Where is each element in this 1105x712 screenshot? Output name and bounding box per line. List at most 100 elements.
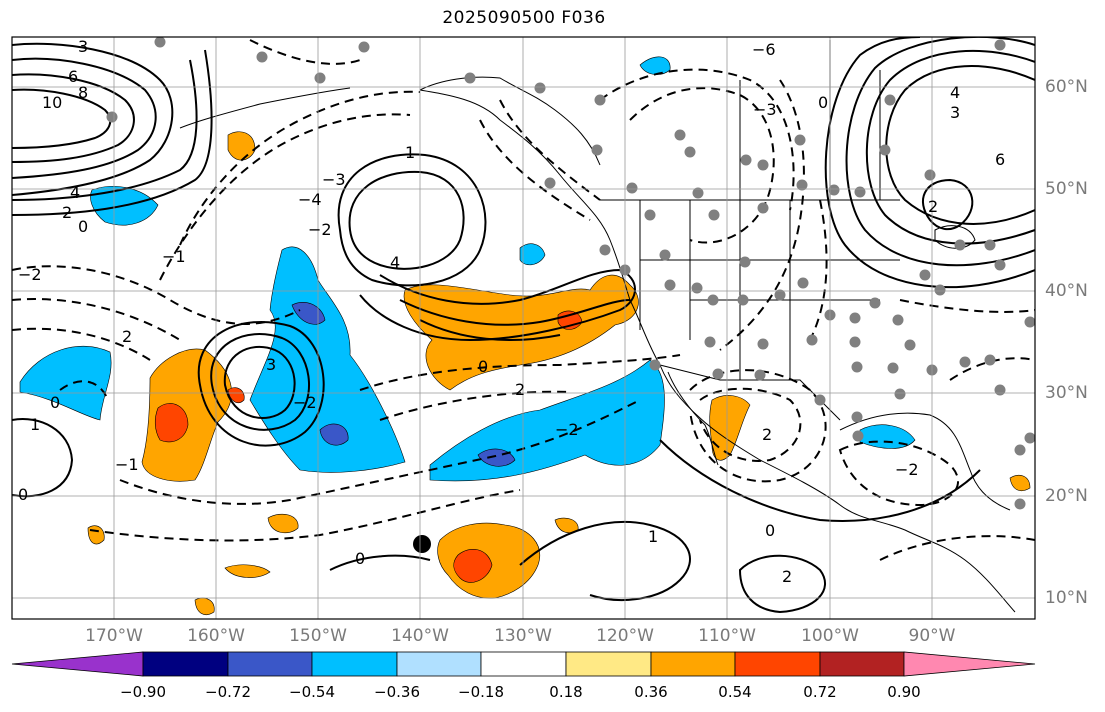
contour-ne-5 — [921, 178, 974, 231]
dashed-15 — [719, 79, 805, 351]
contour-south-3 — [659, 439, 981, 522]
colorbar-segment-5 — [480, 651, 567, 677]
darkblue-3 — [319, 423, 349, 446]
map-frame — [11, 36, 1036, 620]
dot — [796, 179, 808, 191]
colorbar-tick: −0.54 — [289, 683, 335, 701]
contour-label: 6 — [995, 150, 1005, 169]
dot — [626, 182, 638, 194]
dot — [1014, 498, 1026, 510]
dot — [852, 430, 864, 442]
dot — [851, 411, 863, 423]
contour-label: 4 — [950, 83, 960, 102]
dot — [959, 356, 971, 368]
lon-label-170: 170°W — [85, 626, 143, 646]
contour-label: 1 — [405, 143, 415, 162]
dashed-1 — [179, 90, 421, 246]
dot — [757, 202, 769, 214]
contour-labels: 3 6 10 8 4 2 0 −2 −1 −3 −4 1 −6 4 3 6 2 … — [18, 37, 1005, 586]
dot — [599, 244, 611, 256]
dot — [934, 284, 946, 296]
dot — [879, 144, 891, 156]
lat-label-50: 50°N — [1045, 179, 1088, 199]
dot — [774, 289, 786, 301]
colorbar-segment-1 — [142, 651, 229, 677]
dot — [1024, 316, 1035, 328]
colorbar-segment-9 — [819, 651, 905, 677]
dot — [154, 37, 166, 48]
dot — [904, 339, 916, 351]
dot — [659, 249, 671, 261]
contour-label: −2 — [308, 220, 332, 239]
contour-ne-3 — [845, 37, 1035, 267]
dot — [712, 368, 724, 380]
contour-label: 3 — [950, 103, 960, 122]
dot — [849, 336, 861, 348]
dot — [797, 277, 809, 289]
lon-label-130: 130°W — [494, 626, 552, 646]
dot — [994, 259, 1006, 271]
contour-label: 0 — [355, 549, 365, 568]
dashed-23 — [879, 535, 1035, 561]
dot — [849, 312, 861, 324]
colorbar-segment-3 — [311, 651, 398, 677]
dot — [814, 394, 826, 406]
dashed-9 — [379, 390, 571, 421]
dot — [984, 239, 996, 251]
contour-label: −3 — [322, 170, 346, 189]
dashed-12 — [838, 440, 960, 507]
colorbar-segment-7 — [650, 651, 736, 677]
coast-north-america — [419, 89, 1016, 613]
contour-label: 1 — [30, 415, 40, 434]
dot — [954, 239, 966, 251]
contour-nw-6 — [12, 49, 213, 216]
contour-label: −2 — [895, 460, 919, 479]
dot — [644, 209, 656, 221]
contour-label: 8 — [78, 83, 88, 102]
blue-shade-nw2 — [639, 56, 671, 75]
coast-baja — [667, 371, 719, 466]
contour-label: 0 — [78, 217, 88, 236]
dot — [1014, 444, 1026, 456]
colorbar-tick: 0.36 — [634, 683, 668, 701]
dashed-2 — [159, 113, 411, 281]
contour-label: 6 — [68, 67, 78, 86]
dot — [707, 294, 719, 306]
contour-low-center — [348, 170, 465, 270]
dot — [924, 169, 936, 181]
lon-label-100: 100°W — [801, 626, 859, 646]
orange-shade-small1 — [267, 513, 299, 534]
contour-label: −4 — [298, 190, 322, 209]
dashed-22 — [899, 299, 1035, 313]
contour-label: 10 — [42, 93, 62, 112]
contour-label: 3 — [266, 355, 276, 374]
contour-label: −3 — [753, 100, 777, 119]
dot — [594, 94, 606, 106]
contour-nw-1 — [12, 42, 174, 196]
contour-label: 2 — [62, 203, 72, 222]
contour-arc-central — [359, 268, 636, 342]
orange-shade-west — [141, 348, 232, 482]
colorbar-tick: −0.90 — [120, 683, 166, 701]
contour-ring-west-3 — [197, 321, 325, 447]
colorbar-tick: −0.72 — [205, 683, 251, 701]
dot — [739, 256, 751, 268]
chart-title: 2025090500 F036 — [442, 8, 606, 28]
contour-sw — [12, 418, 74, 498]
colorbar-segment-0 — [11, 651, 144, 677]
contour-label: 2 — [782, 567, 792, 586]
dashed-14 — [599, 68, 795, 211]
lon-label-110: 110°W — [698, 626, 756, 646]
dashed-4 — [12, 298, 181, 341]
dot — [892, 314, 904, 326]
dot — [737, 294, 749, 306]
contour-label: −1 — [115, 455, 139, 474]
dot — [994, 39, 1006, 51]
dot — [1024, 432, 1035, 444]
colorbar-tick: 0.72 — [803, 683, 837, 701]
colorbar-tick: 0.18 — [549, 683, 583, 701]
contour-label: −6 — [752, 40, 776, 59]
red-shade-west — [154, 403, 189, 443]
dot — [757, 338, 769, 350]
